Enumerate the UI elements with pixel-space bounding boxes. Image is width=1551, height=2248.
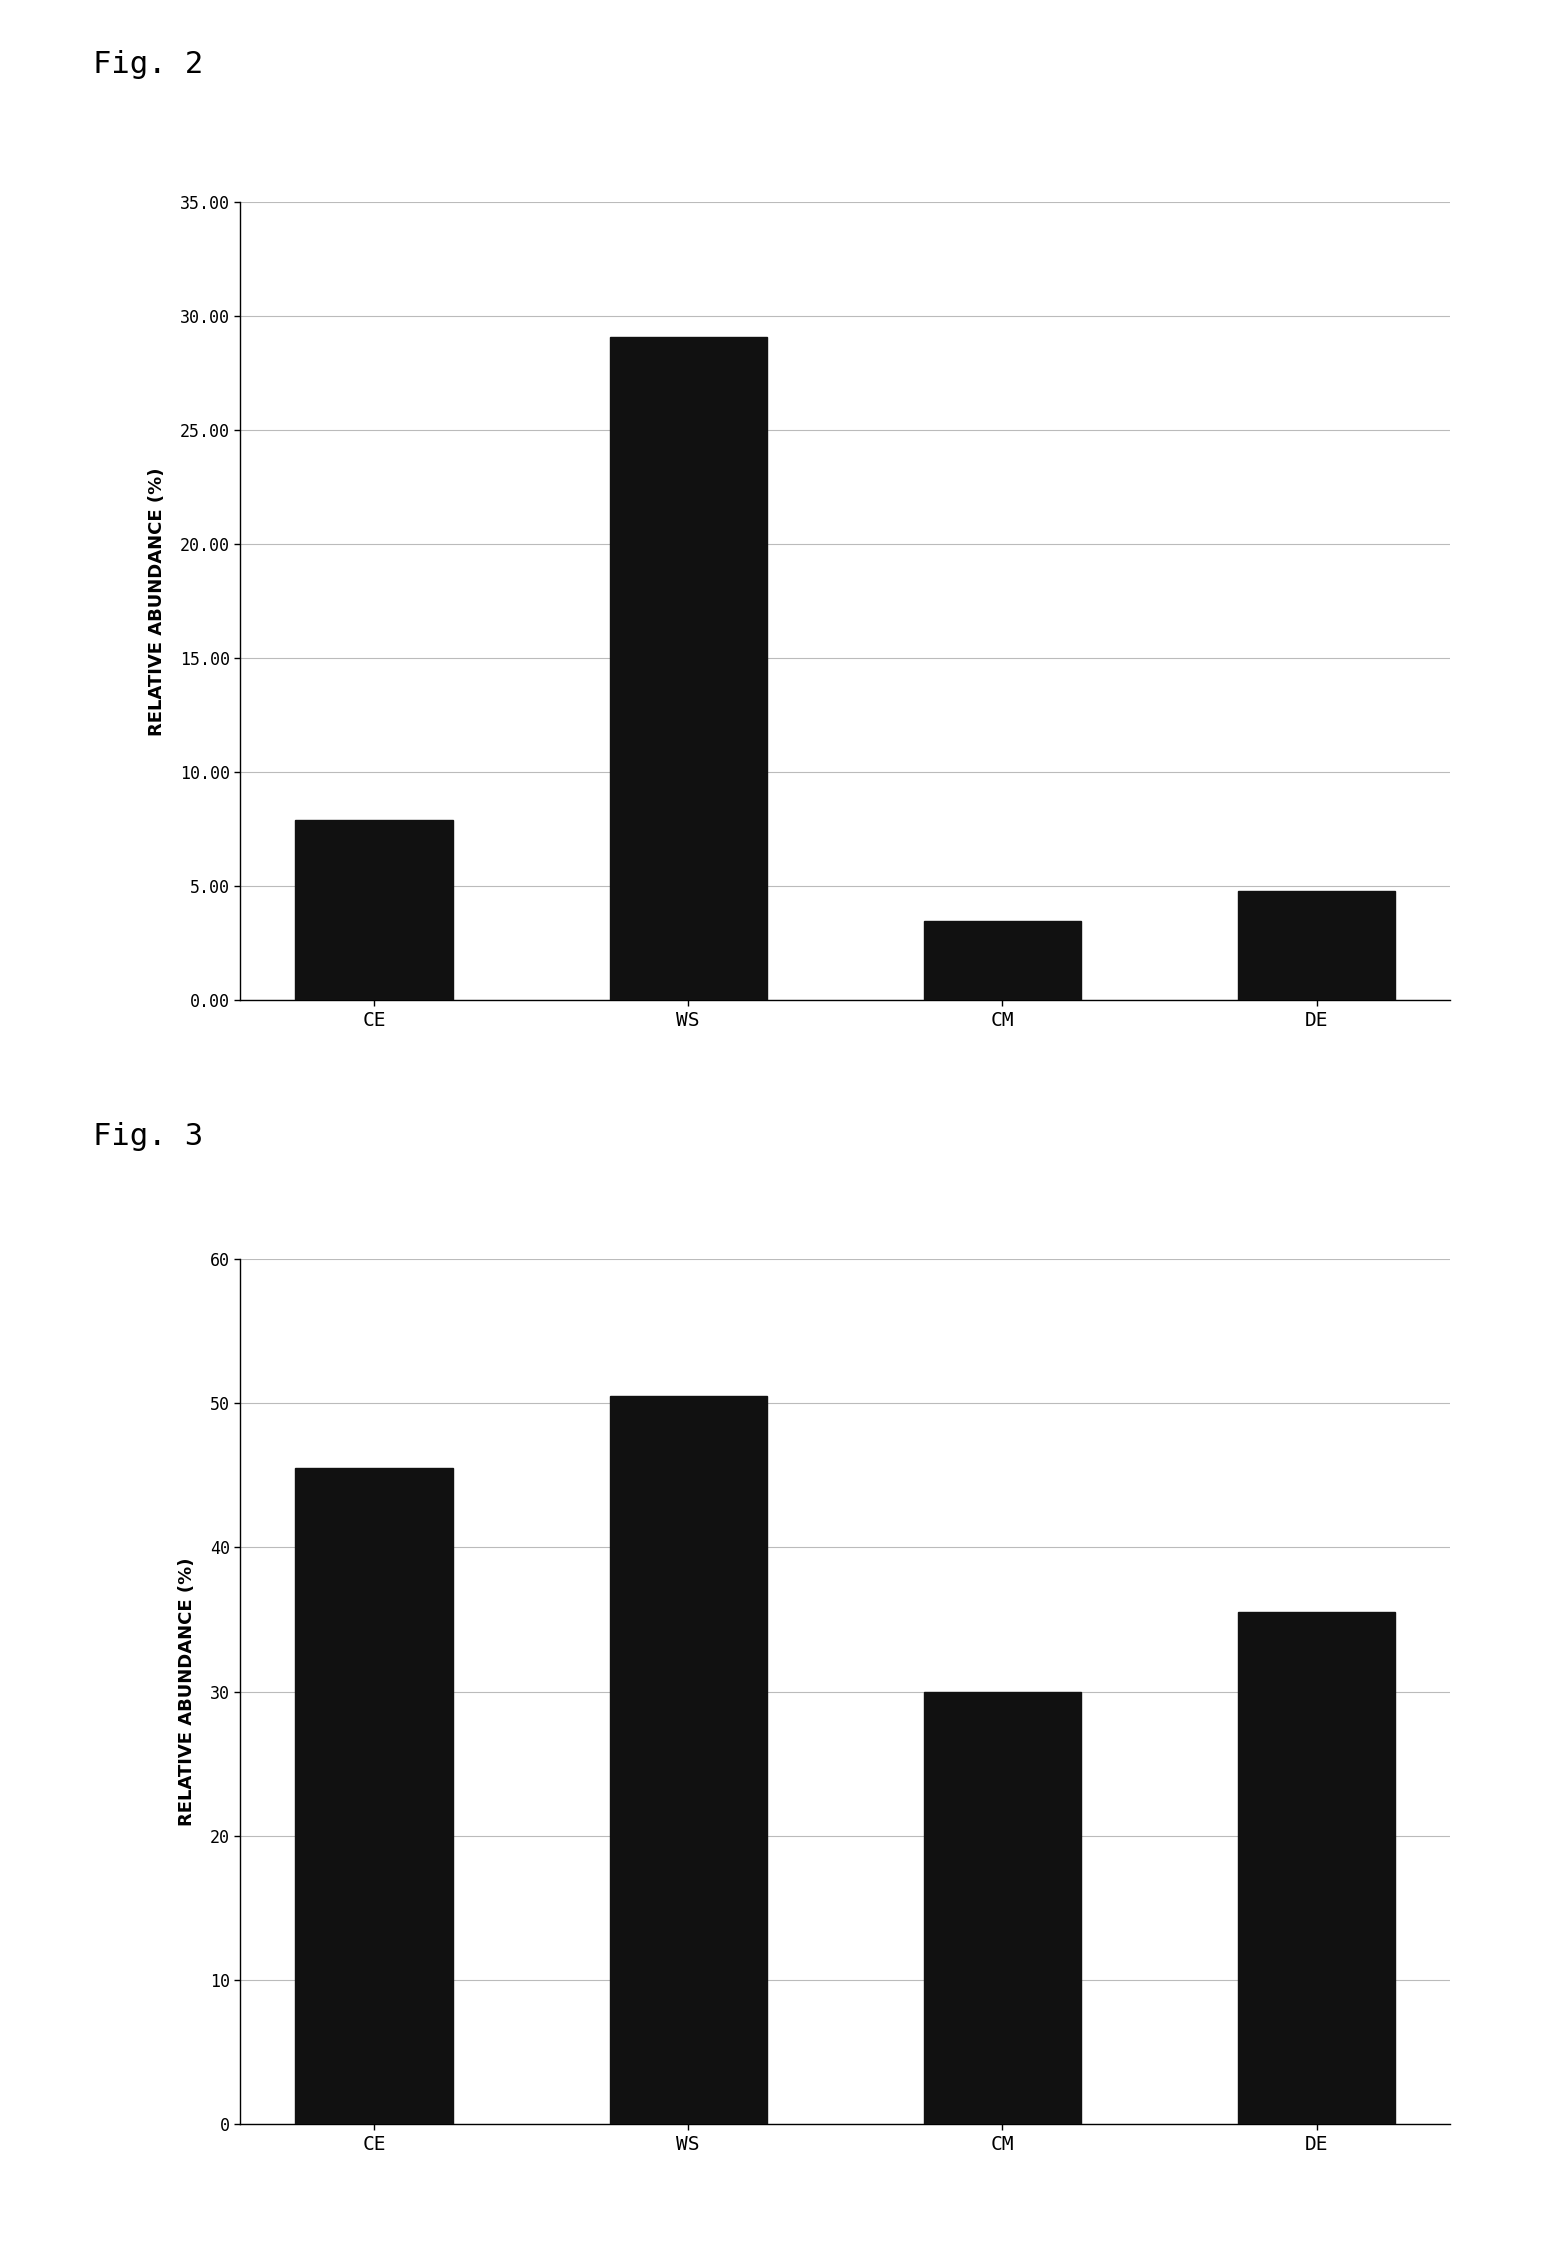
Bar	[1238, 1612, 1396, 2124]
Bar	[295, 821, 453, 1000]
Bar	[610, 1396, 766, 2124]
Bar	[610, 337, 766, 1000]
Y-axis label: RELATIVE ABUNDANCE (%): RELATIVE ABUNDANCE (%)	[178, 1558, 195, 1825]
Bar	[295, 1468, 453, 2124]
Text: Fig. 3: Fig. 3	[93, 1122, 203, 1151]
Bar	[924, 922, 1081, 1000]
Text: Fig. 2: Fig. 2	[93, 49, 203, 79]
Bar	[924, 1690, 1081, 2124]
Bar	[1238, 890, 1396, 1000]
Y-axis label: RELATIVE ABUNDANCE (%): RELATIVE ABUNDANCE (%)	[147, 468, 166, 735]
